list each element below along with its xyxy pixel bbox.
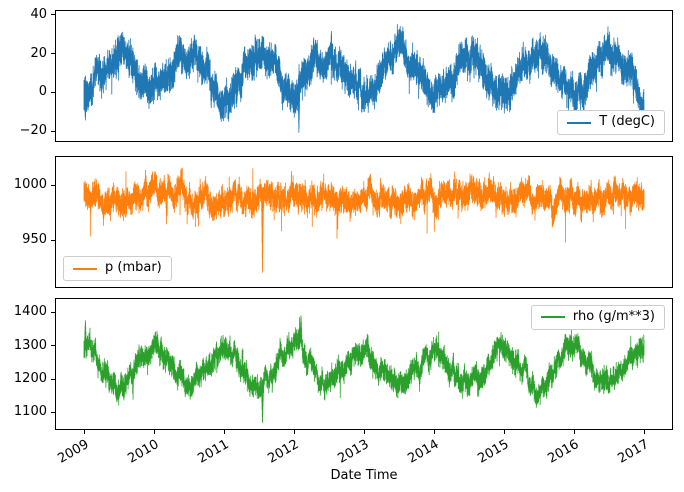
y-tick-label: 950	[22, 232, 47, 248]
y-tick-label: 1300	[13, 337, 47, 353]
x-tick-mark	[433, 430, 435, 434]
x-tick-mark	[293, 430, 295, 434]
subplot-temperature: T (degC)	[55, 10, 673, 142]
y-tick-mark	[51, 130, 55, 132]
legend-line-sample-pressure	[73, 267, 97, 270]
y-tick-label: 1200	[13, 371, 47, 386]
y-tick-mark	[51, 14, 55, 16]
subplot-density: rho (g/m**3)	[55, 298, 673, 430]
y-tick-label: 40	[30, 6, 47, 22]
y-tick-label: −20	[19, 123, 47, 139]
subplot-pressure: p (mbar)	[55, 156, 673, 288]
legend-line-sample-density	[540, 316, 565, 319]
legend-label-temperature: T (degC)	[599, 114, 655, 130]
y-tick-mark	[51, 239, 55, 241]
x-tick-mark	[643, 430, 645, 434]
y-tick-mark	[51, 91, 55, 93]
y-tick-label: 20	[30, 45, 47, 61]
y-tick-mark	[51, 378, 55, 380]
x-tick-mark	[503, 430, 505, 434]
x-tick-mark	[573, 430, 575, 434]
y-tick-mark	[51, 411, 55, 413]
y-tick-label: 1400	[13, 304, 47, 320]
x-tick-mark	[223, 430, 225, 434]
legend-line-sample-temperature	[567, 121, 592, 124]
x-axis-label: Date Time	[330, 468, 398, 483]
legend-label-density: rho (g/m**3)	[572, 309, 655, 324]
y-tick-mark	[51, 311, 55, 313]
legend-label-pressure: p (mbar)	[105, 260, 162, 276]
x-tick-mark	[363, 430, 365, 434]
legend-pressure: p (mbar)	[63, 256, 172, 281]
y-tick-label: 0	[38, 84, 47, 100]
y-tick-label: 1000	[13, 177, 47, 193]
legend-density: rho (g/m**3)	[530, 305, 665, 330]
y-tick-mark	[51, 53, 55, 55]
y-tick-label: 1100	[13, 404, 47, 420]
y-tick-mark	[51, 184, 55, 186]
y-tick-mark	[51, 345, 55, 347]
x-tick-mark	[83, 430, 85, 434]
x-tick-mark	[153, 430, 155, 434]
legend-temperature: T (degC)	[557, 110, 665, 135]
